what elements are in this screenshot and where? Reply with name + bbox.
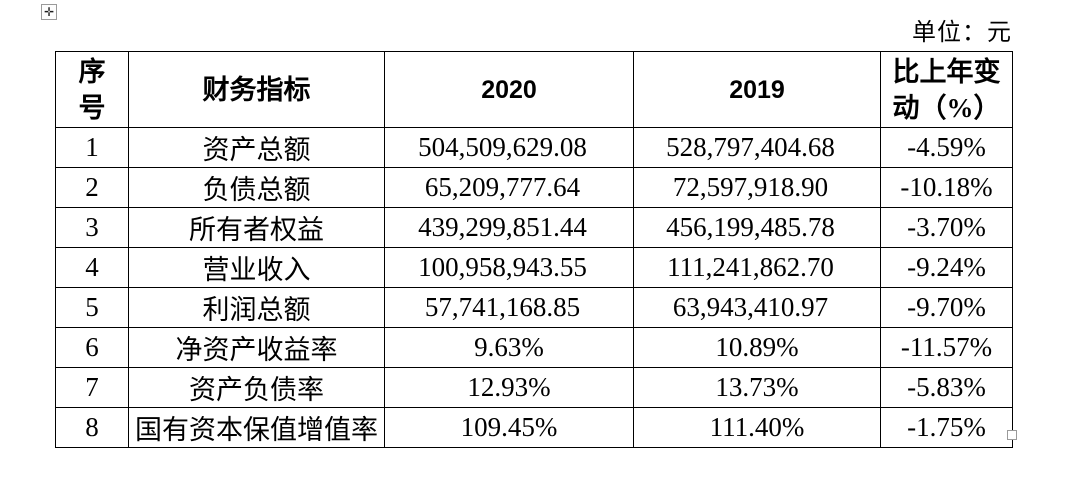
cell-2020-value: 100,958,943.55: [384, 247, 634, 288]
column-header-change: 比上年变动（%）: [880, 51, 1013, 128]
cell-change-value: -10.18%: [880, 167, 1013, 208]
cell-index: 6: [55, 327, 129, 368]
table-row: 7 资产负债率 12.93% 13.73% -5.83%: [55, 367, 1013, 408]
cell-2020-value: 57,741,168.85: [384, 287, 634, 328]
cell-2019-value: 63,943,410.97: [633, 287, 881, 328]
cell-2019-value: 10.89%: [633, 327, 881, 368]
cell-indicator: 利润总额: [128, 287, 385, 328]
column-header-2019: 2019: [633, 51, 881, 128]
column-header-indicator: 财务指标: [128, 51, 385, 128]
table-row: 6 净资产收益率 9.63% 10.89% -11.57%: [55, 327, 1013, 368]
table-row: 1 资产总额 504,509,629.08 528,797,404.68 -4.…: [55, 127, 1013, 168]
cell-indicator: 营业收入: [128, 247, 385, 288]
cell-change-value: -4.59%: [880, 127, 1013, 168]
cell-indicator: 负债总额: [128, 167, 385, 208]
table-move-handle[interactable]: ✛: [41, 4, 57, 20]
cell-2020-value: 9.63%: [384, 327, 634, 368]
cell-indicator: 资产负债率: [128, 367, 385, 408]
cell-2020-value: 439,299,851.44: [384, 207, 634, 248]
move-cross-icon: ✛: [43, 5, 55, 19]
unit-label: 单位：元: [912, 20, 1012, 46]
financial-indicators-table: 序号 财务指标 2020 2019 比上年变动（%） 1 资产总额 504,50…: [55, 51, 1013, 448]
table-header-row: 序号 财务指标 2020 2019 比上年变动（%）: [55, 51, 1013, 128]
table-row: 8 国有资本保值增值率 109.45% 111.40% -1.75%: [55, 407, 1013, 448]
cell-2019-value: 528,797,404.68: [633, 127, 881, 168]
cell-2020-value: 65,209,777.64: [384, 167, 634, 208]
cell-indicator: 所有者权益: [128, 207, 385, 248]
cell-index: 4: [55, 247, 129, 288]
cell-index: 5: [55, 287, 129, 328]
cell-index: 7: [55, 367, 129, 408]
cell-2019-value: 456,199,485.78: [633, 207, 881, 248]
cell-change-value: -11.57%: [880, 327, 1013, 368]
column-header-index-label: 序号: [78, 56, 106, 123]
cell-2019-value: 13.73%: [633, 367, 881, 408]
cell-indicator: 净资产收益率: [128, 327, 385, 368]
table-row: 5 利润总额 57,741,168.85 63,943,410.97 -9.70…: [55, 287, 1013, 328]
table-row: 4 营业收入 100,958,943.55 111,241,862.70 -9.…: [55, 247, 1013, 288]
cell-2020-value: 504,509,629.08: [384, 127, 634, 168]
column-header-index: 序号: [55, 51, 129, 128]
cell-index: 8: [55, 407, 129, 448]
cell-index: 1: [55, 127, 129, 168]
cell-2019-value: 72,597,918.90: [633, 167, 881, 208]
column-header-2020: 2020: [384, 51, 634, 128]
cell-change-value: -9.24%: [880, 247, 1013, 288]
table-row: 2 负债总额 65,209,777.64 72,597,918.90 -10.1…: [55, 167, 1013, 208]
cell-indicator: 国有资本保值增值率: [128, 407, 385, 448]
cell-index: 3: [55, 207, 129, 248]
cell-change-value: -5.83%: [880, 367, 1013, 408]
cell-change-value: -3.70%: [880, 207, 1013, 248]
cell-2020-value: 12.93%: [384, 367, 634, 408]
table-row: 3 所有者权益 439,299,851.44 456,199,485.78 -3…: [55, 207, 1013, 248]
table-resize-handle[interactable]: [1007, 430, 1017, 440]
cell-2019-value: 111.40%: [633, 407, 881, 448]
cell-change-value: -9.70%: [880, 287, 1013, 328]
cell-2019-value: 111,241,862.70: [633, 247, 881, 288]
cell-change-value: -1.75%: [880, 407, 1013, 448]
cell-indicator: 资产总额: [128, 127, 385, 168]
cell-index: 2: [55, 167, 129, 208]
cell-2020-value: 109.45%: [384, 407, 634, 448]
